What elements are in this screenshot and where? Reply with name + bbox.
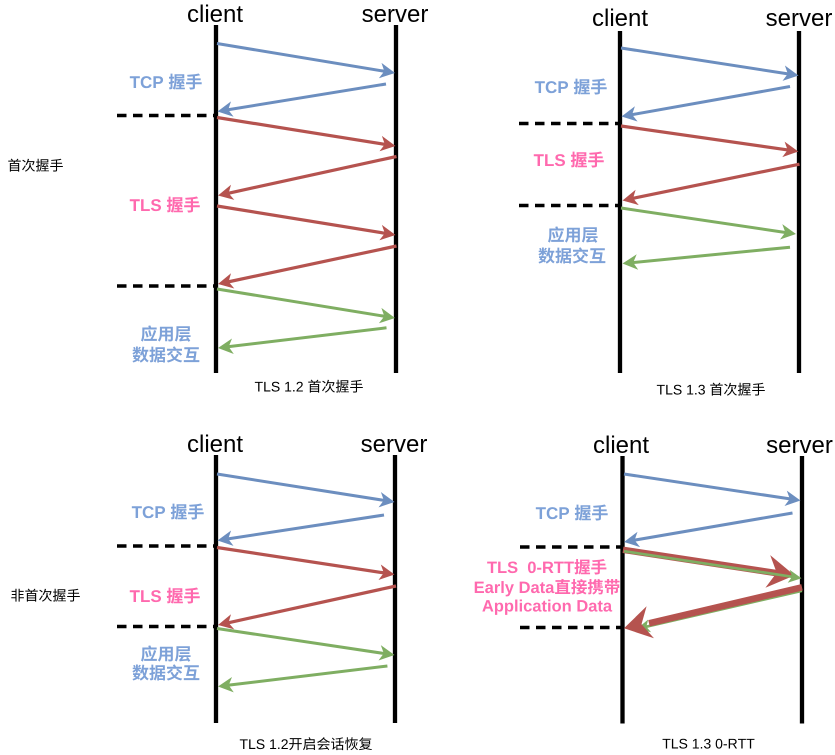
svg-text:server: server [362, 1, 429, 28]
svg-text:client: client [187, 431, 243, 458]
svg-text:client: client [593, 432, 649, 459]
svg-text:server: server [766, 432, 833, 459]
svg-text:server: server [766, 5, 833, 32]
svg-text:client: client [592, 5, 648, 32]
svg-text:client: client [187, 1, 243, 28]
svg-text:server: server [361, 431, 428, 458]
